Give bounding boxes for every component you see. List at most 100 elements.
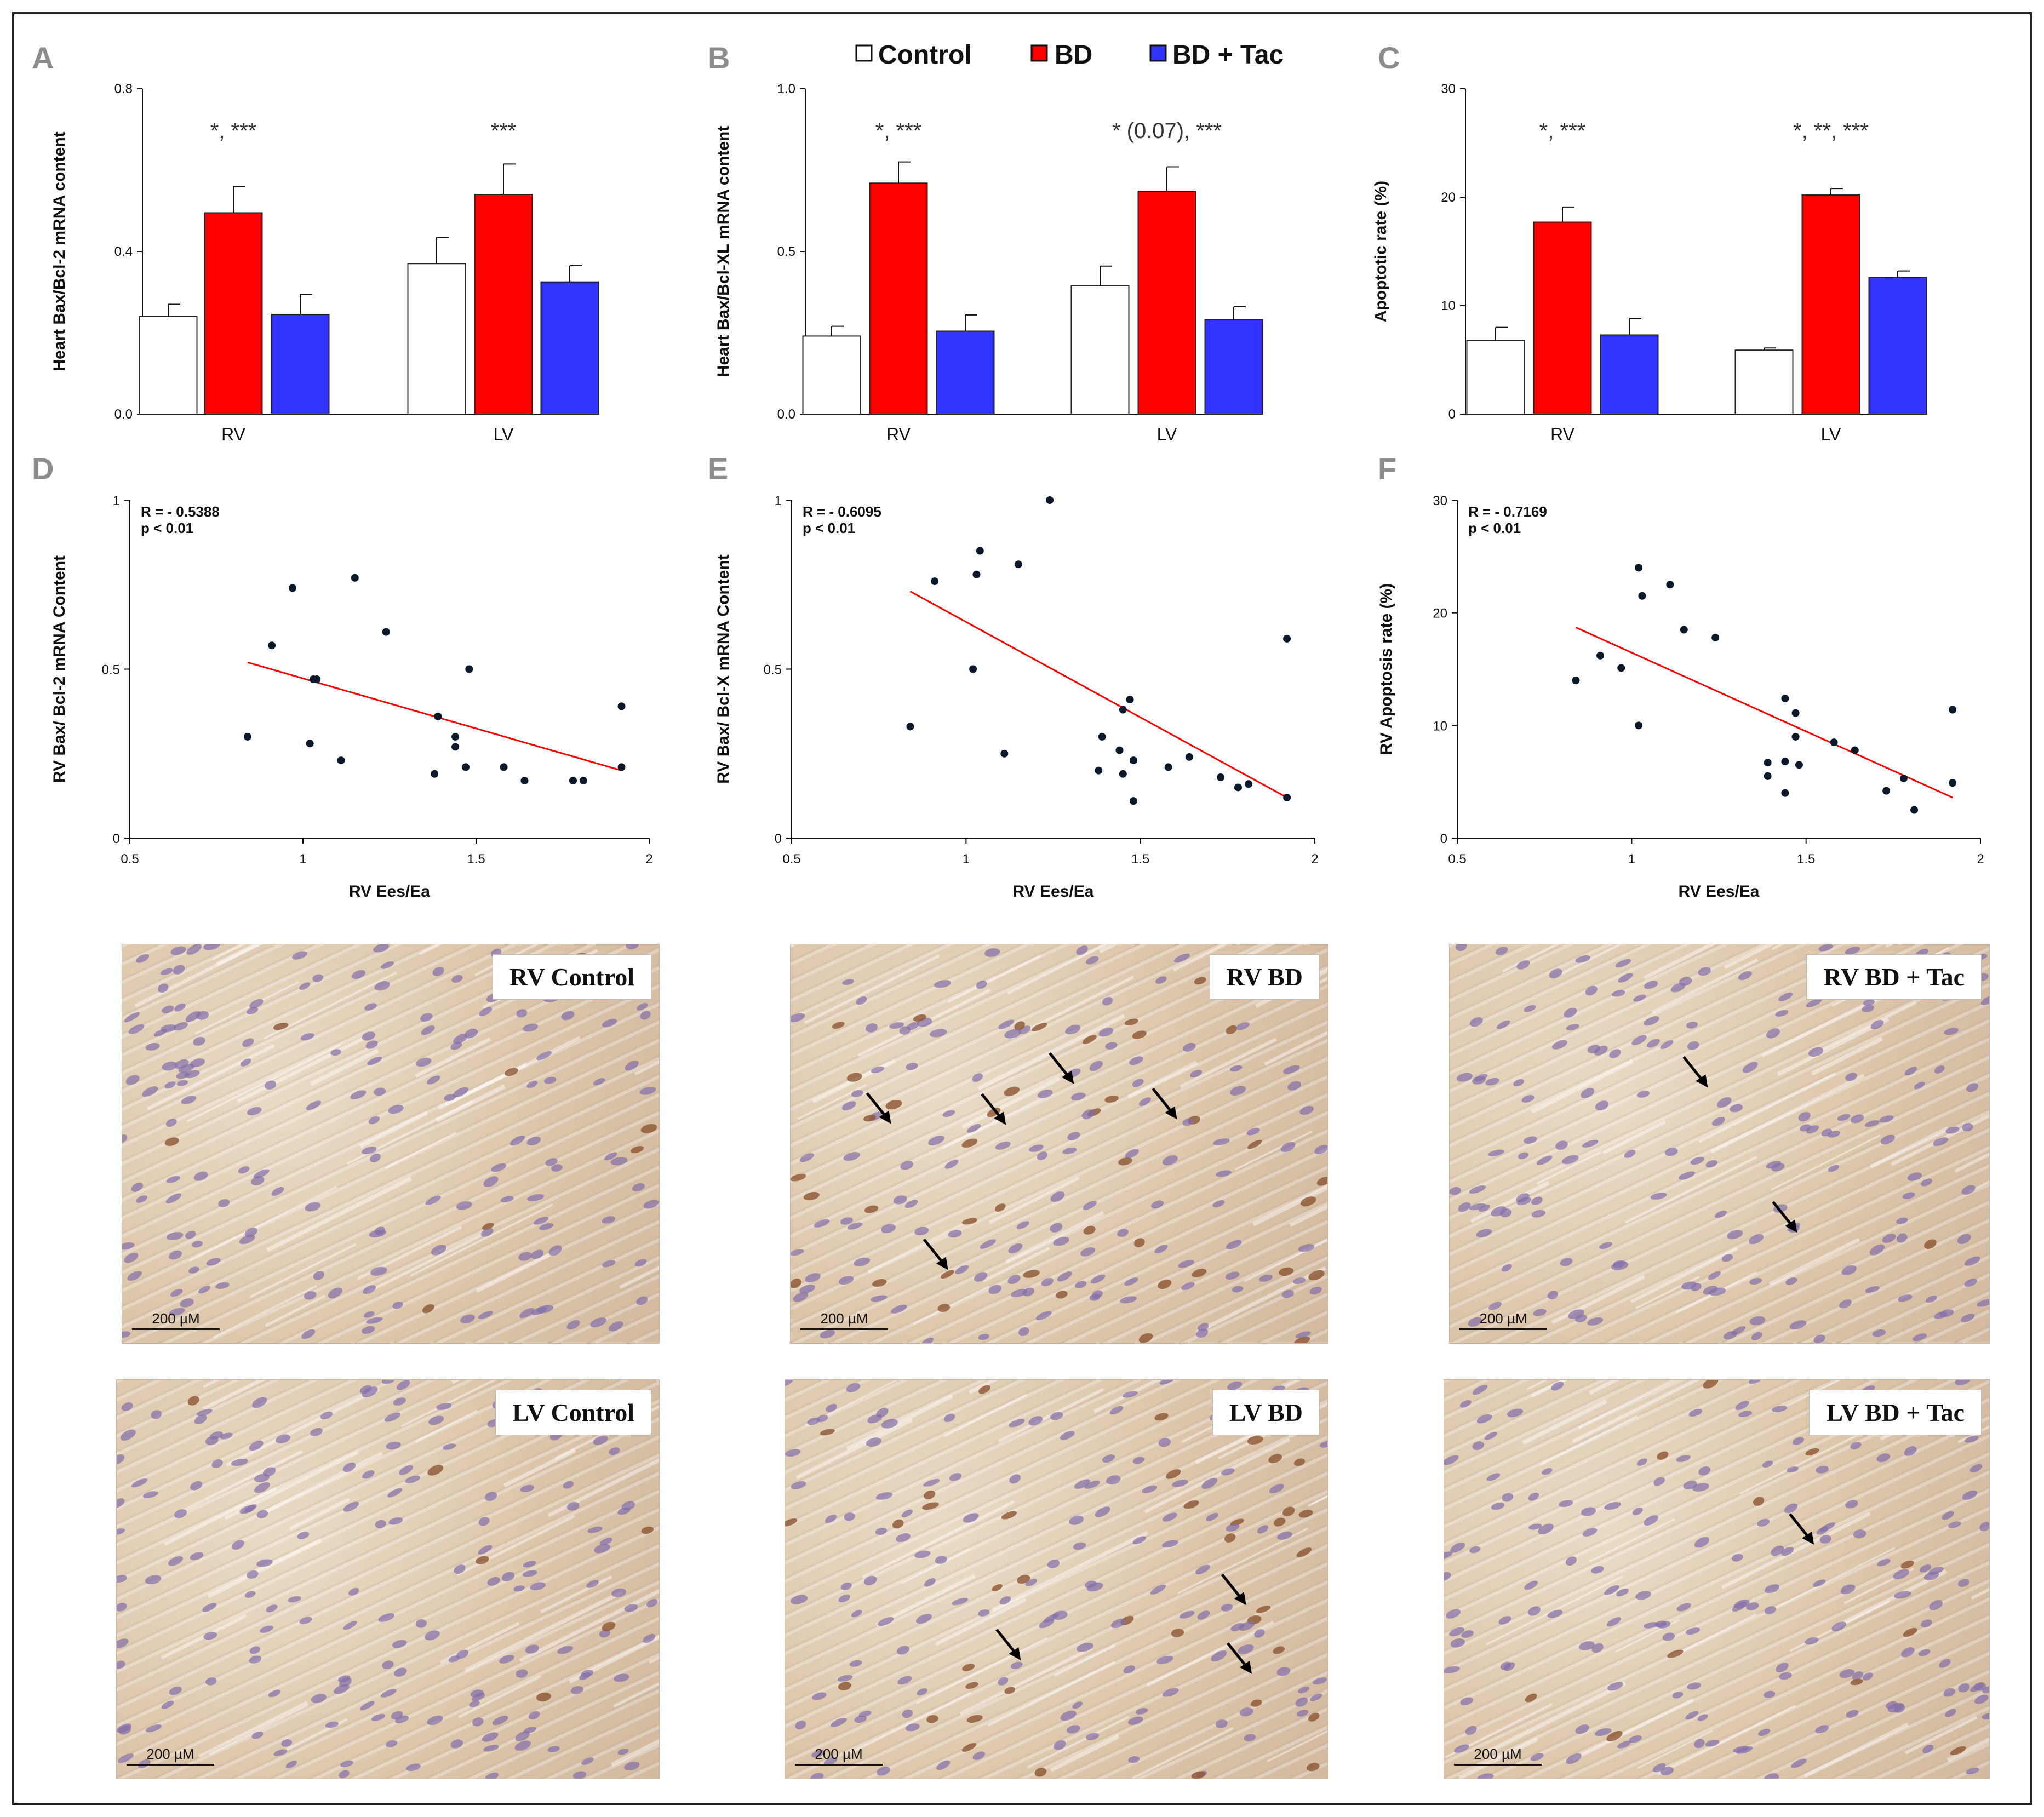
tissue-fiber: [1551, 1275, 1645, 1325]
cell-nucleus: [491, 1163, 506, 1172]
nuclei-layer: [122, 944, 659, 1339]
cell-nucleus: [1564, 1007, 1577, 1018]
cell-nucleus: [479, 1007, 493, 1017]
cell-nucleus: [1083, 1225, 1096, 1235]
cell-nucleus: [528, 1711, 540, 1719]
cell-nucleus: [482, 1223, 494, 1230]
cell-nucleus: [1604, 1585, 1619, 1595]
cell-nucleus: [1074, 1281, 1087, 1289]
cell-nucleus: [131, 1478, 148, 1488]
cell-nucleus: [1283, 1065, 1300, 1074]
cell-nucleus: [1870, 1019, 1884, 1030]
cell-nucleus: [866, 1023, 878, 1033]
cell-nucleus: [252, 1397, 267, 1408]
cell-nucleus: [791, 1249, 804, 1256]
cell-nucleus: [281, 1739, 293, 1747]
cell-nucleus: [1516, 1193, 1530, 1203]
tissue-fiber: [1458, 1737, 1538, 1779]
cell-nucleus: [846, 1073, 862, 1082]
cell-nucleus: [941, 1270, 954, 1279]
cell-nucleus: [339, 1770, 350, 1779]
cell-nucleus: [523, 1727, 537, 1734]
cell-nucleus: [1762, 1460, 1773, 1468]
cell-nucleus: [1269, 1484, 1285, 1494]
tissue-fiber: [458, 1675, 541, 1718]
cell-nucleus: [1450, 1638, 1465, 1648]
cell-nucleus: [1934, 1065, 1945, 1074]
legend: Control BD BD + Tac: [855, 41, 1284, 70]
cell-nucleus: [1942, 1511, 1954, 1520]
cell-nucleus: [117, 1528, 125, 1535]
cell-nucleus: [181, 1096, 197, 1104]
cell-nucleus: [360, 1701, 375, 1711]
cell-nucleus: [166, 1176, 180, 1183]
cell-nucleus: [310, 1428, 323, 1436]
y-tick-label: 0.5: [764, 663, 782, 678]
cell-nucleus: [328, 1287, 342, 1299]
cell-nucleus: [186, 944, 202, 955]
cell-nucleus: [640, 1011, 651, 1020]
cell-nucleus: [1035, 1311, 1052, 1321]
cell-nucleus: [1922, 1744, 1934, 1753]
cell-nucleus: [963, 1513, 979, 1523]
cell-nucleus: [1211, 1650, 1227, 1662]
cell-nucleus: [812, 1692, 827, 1700]
cell-nucleus: [914, 1226, 929, 1236]
cell-nucleus: [1840, 1584, 1856, 1595]
cell-nucleus: [1287, 1081, 1301, 1091]
cell-nucleus: [1551, 1040, 1567, 1050]
cell-nucleus: [348, 1587, 359, 1596]
cell-nucleus: [531, 1307, 547, 1315]
cell-nucleus: [1646, 1039, 1660, 1048]
tissue-fiber: [415, 1037, 491, 1078]
cell-nucleus: [1791, 1758, 1807, 1768]
data-point: [569, 777, 577, 785]
cell-nucleus: [1477, 1773, 1494, 1779]
cell-nucleus: [263, 1467, 276, 1477]
cell-nucleus: [485, 1772, 499, 1779]
cell-nucleus: [398, 1465, 413, 1475]
data-point: [1129, 756, 1137, 765]
cell-nucleus: [1805, 1448, 1819, 1455]
cell-nucleus: [1129, 1056, 1143, 1065]
data-point: [289, 584, 297, 592]
cell-nucleus: [311, 1694, 327, 1703]
cell-nucleus: [1016, 1221, 1029, 1229]
cell-nucleus: [980, 1239, 996, 1249]
cell-nucleus: [1862, 1005, 1874, 1013]
tissue-fiber: [1050, 1734, 1120, 1772]
correlation-r-value: R = - 0.5388: [141, 503, 220, 520]
cell-nucleus: [1118, 1157, 1132, 1166]
cell-nucleus: [215, 1282, 230, 1289]
cell-nucleus: [1644, 1016, 1659, 1026]
cell-nucleus: [135, 1195, 147, 1203]
data-point: [1635, 721, 1643, 730]
cell-nucleus: [436, 1403, 452, 1410]
cell-nucleus: [1816, 1466, 1829, 1474]
data-point: [976, 547, 984, 555]
data-point: [431, 770, 439, 778]
cell-nucleus: [1876, 1453, 1891, 1463]
y-tick-label: 10: [1433, 719, 1447, 733]
tissue-fiber: [804, 954, 940, 1024]
cell-nucleus: [117, 1454, 125, 1465]
cell-nucleus: [1459, 1400, 1472, 1408]
cell-nucleus: [1306, 1763, 1320, 1772]
tissue-fiber: [1098, 944, 1119, 954]
panel-letter-e: E: [708, 451, 728, 486]
cell-nucleus: [1065, 1024, 1081, 1035]
cell-nucleus: [1559, 1500, 1573, 1508]
cell-nucleus: [1314, 1145, 1327, 1155]
cell-nucleus: [1293, 1458, 1306, 1466]
cell-nucleus: [520, 1484, 535, 1492]
cell-nucleus: [194, 1414, 207, 1425]
cell-nucleus: [1896, 1217, 1908, 1224]
tissue-fiber: [913, 1285, 990, 1325]
cell-nucleus: [1850, 1678, 1863, 1686]
data-point: [906, 723, 914, 731]
cell-nucleus: [1225, 1271, 1240, 1280]
cell-nucleus: [381, 1380, 396, 1384]
cell-nucleus: [1124, 1018, 1138, 1026]
cell-nucleus: [1943, 1688, 1955, 1697]
tissue-fiber: [1803, 1722, 1909, 1778]
